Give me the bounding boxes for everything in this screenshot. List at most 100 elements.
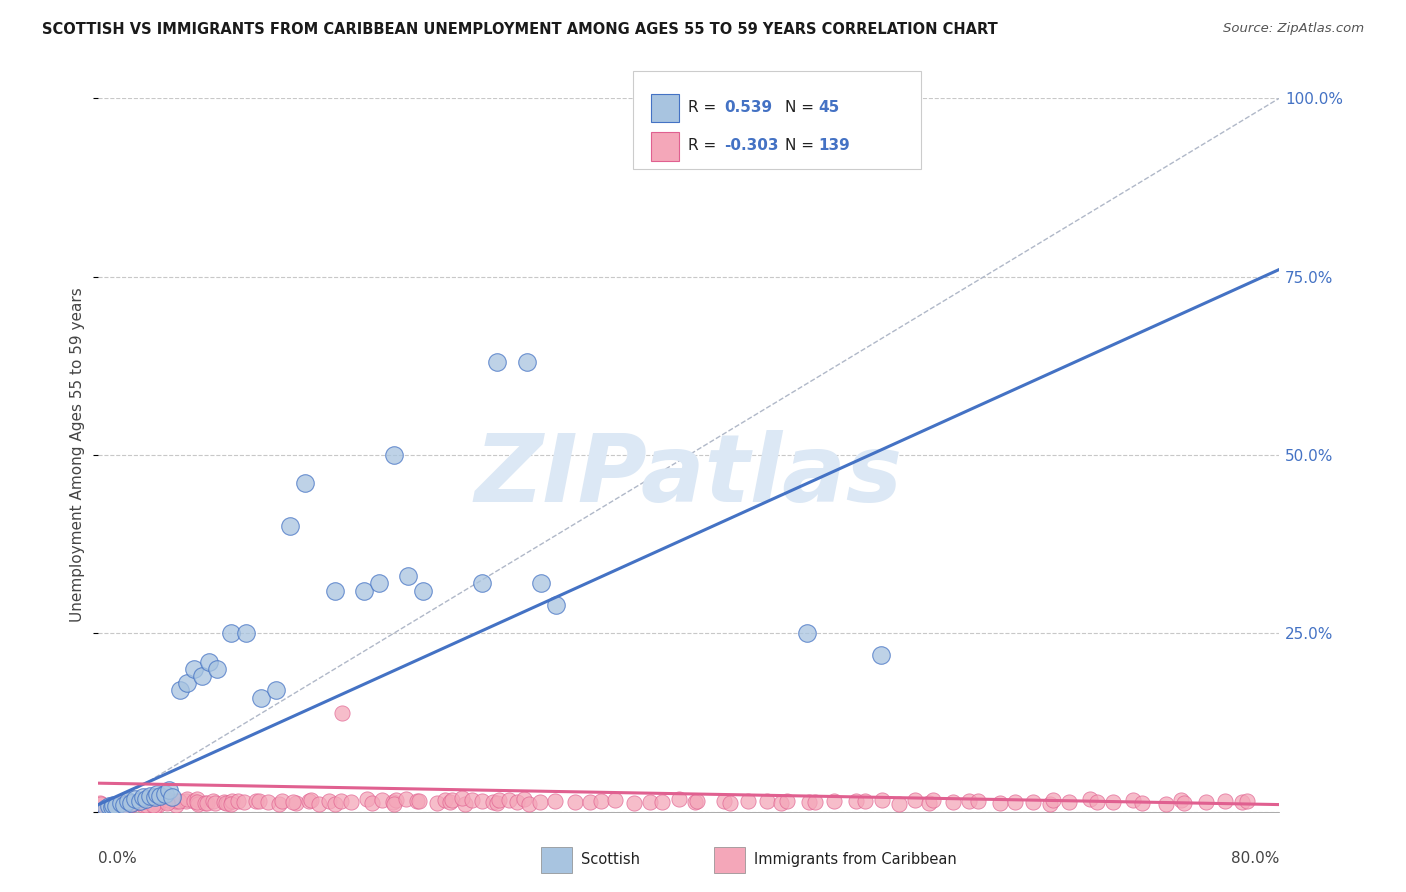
Point bbox=[235, 626, 257, 640]
Point bbox=[165, 794, 187, 808]
Point bbox=[285, 796, 308, 810]
Point bbox=[887, 797, 910, 812]
Point bbox=[515, 355, 537, 369]
Point bbox=[461, 793, 484, 807]
Point bbox=[382, 795, 405, 809]
Point bbox=[564, 795, 586, 809]
Point bbox=[107, 798, 129, 813]
Point bbox=[145, 795, 167, 809]
Point bbox=[318, 794, 340, 808]
Point bbox=[1057, 795, 1080, 809]
Point bbox=[117, 794, 139, 808]
Text: Immigrants from Caribbean: Immigrants from Caribbean bbox=[754, 853, 956, 867]
Point bbox=[145, 794, 167, 808]
Point bbox=[153, 787, 176, 801]
Point bbox=[804, 795, 827, 809]
Point bbox=[869, 648, 891, 662]
Point bbox=[799, 795, 821, 809]
Point bbox=[129, 794, 152, 808]
Point bbox=[186, 795, 208, 809]
Point bbox=[505, 795, 527, 809]
Point bbox=[1195, 795, 1218, 809]
Point bbox=[482, 795, 505, 809]
Text: Scottish: Scottish bbox=[581, 853, 640, 867]
Point bbox=[120, 797, 142, 812]
Point bbox=[1085, 795, 1108, 809]
Point bbox=[221, 794, 243, 808]
Point bbox=[433, 792, 456, 806]
Point bbox=[112, 797, 135, 812]
Point bbox=[217, 796, 239, 810]
Point bbox=[191, 669, 214, 683]
Point bbox=[139, 794, 162, 808]
Text: ZIPatlas: ZIPatlas bbox=[475, 430, 903, 523]
Point bbox=[485, 796, 508, 810]
Point bbox=[488, 793, 510, 807]
Point bbox=[1004, 795, 1026, 809]
Point bbox=[1130, 796, 1153, 810]
Point bbox=[323, 797, 346, 811]
Point bbox=[623, 796, 645, 810]
Point bbox=[845, 794, 868, 808]
Point bbox=[110, 796, 132, 810]
Point bbox=[353, 583, 375, 598]
Point bbox=[183, 794, 205, 808]
Point bbox=[100, 797, 122, 812]
Point bbox=[323, 583, 346, 598]
Point bbox=[198, 655, 221, 669]
Point bbox=[651, 795, 673, 809]
Point bbox=[149, 789, 172, 803]
Point bbox=[110, 795, 132, 809]
Point bbox=[308, 797, 330, 811]
Point bbox=[167, 794, 190, 808]
Point bbox=[1236, 794, 1258, 808]
Point bbox=[823, 794, 845, 808]
Point bbox=[385, 793, 408, 807]
Point bbox=[139, 789, 162, 803]
Point bbox=[776, 794, 799, 808]
Point bbox=[796, 626, 818, 640]
Point bbox=[132, 798, 155, 813]
Point bbox=[396, 569, 419, 583]
Point bbox=[219, 626, 242, 640]
Point bbox=[853, 794, 876, 808]
Point bbox=[921, 793, 943, 807]
Point bbox=[176, 676, 198, 690]
Point bbox=[942, 795, 965, 809]
Point bbox=[356, 792, 378, 806]
Point bbox=[135, 797, 157, 812]
Point bbox=[143, 790, 166, 805]
Point bbox=[498, 792, 520, 806]
Point bbox=[214, 795, 236, 809]
Point bbox=[128, 794, 150, 808]
Point bbox=[219, 797, 242, 811]
Point bbox=[441, 793, 464, 807]
Point bbox=[143, 799, 166, 814]
Point bbox=[756, 794, 779, 808]
Point bbox=[1213, 794, 1236, 808]
Point bbox=[281, 795, 304, 809]
Point bbox=[603, 793, 626, 807]
Point bbox=[408, 794, 430, 808]
Point bbox=[115, 799, 138, 814]
Point bbox=[1154, 797, 1177, 812]
Point bbox=[278, 519, 302, 533]
Point bbox=[107, 796, 129, 810]
Point bbox=[157, 783, 180, 797]
Point bbox=[299, 792, 322, 806]
Point bbox=[1230, 795, 1253, 809]
Point bbox=[371, 792, 394, 806]
Point bbox=[394, 792, 416, 806]
Point bbox=[529, 795, 551, 809]
Text: SCOTTISH VS IMMIGRANTS FROM CARIBBEAN UNEMPLOYMENT AMONG AGES 55 TO 59 YEARS COR: SCOTTISH VS IMMIGRANTS FROM CARIBBEAN UN… bbox=[42, 22, 998, 37]
Text: 0.0%: 0.0% bbox=[98, 851, 138, 866]
Point bbox=[384, 797, 406, 812]
Point bbox=[112, 800, 135, 814]
Point bbox=[544, 794, 567, 808]
Point bbox=[471, 794, 494, 808]
Point bbox=[146, 797, 169, 812]
Point bbox=[1173, 796, 1195, 810]
Y-axis label: Unemployment Among Ages 55 to 59 years: Unemployment Among Ages 55 to 59 years bbox=[70, 287, 86, 623]
Point bbox=[187, 797, 209, 812]
Point bbox=[330, 706, 353, 720]
